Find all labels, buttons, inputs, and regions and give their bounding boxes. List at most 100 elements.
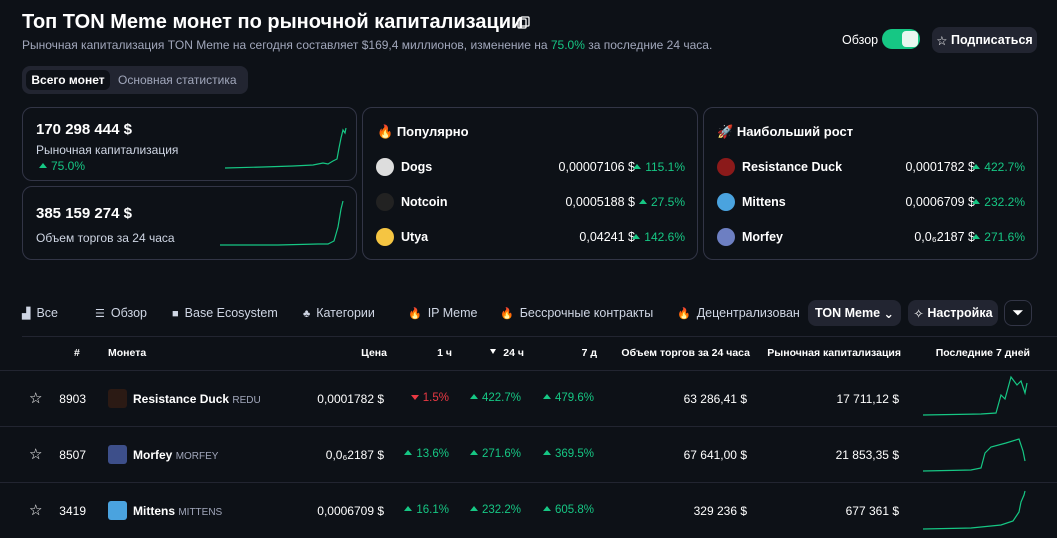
sparkline-path: [922, 375, 1028, 416]
change-7d: 605.8%: [543, 504, 594, 516]
coin-icon: [376, 193, 394, 211]
filter-tab[interactable]: ☰ Обзор: [95, 306, 147, 320]
tab-bar: Всего монет Основная статистика: [22, 66, 248, 94]
coin-name[interactable]: Utya: [401, 230, 429, 244]
column-header: #: [74, 347, 80, 359]
coin-price: 0,0006709 $: [905, 195, 975, 209]
subtitle: Рыночная капитализация TON Meme на сегод…: [22, 38, 712, 52]
coin-cell[interactable]: Resistance Duck REDU: [133, 392, 261, 406]
subtitle-text: за последние 24 часа.: [588, 38, 713, 52]
tab[interactable]: Основная статистика: [118, 73, 237, 87]
rank: 8903: [59, 392, 86, 406]
subscribe-label: Подписаться: [950, 33, 1033, 47]
coin-name: Morfey: [133, 448, 173, 462]
gainers-card: 🚀 Наибольший рост Resistance Duck 0,00017…: [703, 107, 1038, 260]
coin-price: 0,0₆2187 $: [914, 230, 975, 244]
filter-tab[interactable]: ♣ Категории: [303, 306, 375, 320]
filter-tab[interactable]: 🔥 Децентрализовани: [677, 306, 799, 320]
filter-label: Бессрочные контракты: [519, 306, 654, 320]
tab[interactable]: Всего монет: [26, 70, 110, 90]
sparkline: [922, 490, 1026, 530]
filter-tab[interactable]: ▟ Все: [22, 306, 59, 320]
column-header: Монета: [108, 347, 147, 359]
filter-tab[interactable]: 🔥 IP Meme: [408, 306, 478, 320]
filter-label: Base Ecosystem: [184, 306, 278, 320]
coin-cell[interactable]: Mittens MITTENS: [133, 504, 222, 518]
page-title: Топ TON Meme монет по рыночной капитализ…: [22, 11, 524, 33]
volume-label: Объем торгов за 24 часа: [36, 231, 175, 245]
filter-button[interactable]: ⏷: [1004, 300, 1032, 326]
coin-icon: [717, 193, 735, 211]
change-7d: 369.5%: [543, 448, 594, 460]
market-cap-value: 170 298 444 $: [36, 121, 132, 138]
market-cap-card: 170 298 444 $ Рыночная капитализация 75.…: [22, 107, 357, 181]
change-1h: 16.1%: [404, 504, 449, 516]
market-cap: 17 711,12 $: [836, 392, 899, 406]
filter-label: Обзор: [110, 306, 147, 320]
market-cap: 677 361 $: [845, 504, 899, 518]
settings-button[interactable]: ✧ Настройка: [908, 300, 998, 326]
coin-icon: [717, 158, 735, 176]
coin-change: 271.6%: [972, 230, 1025, 244]
column-header: 7 д: [581, 347, 597, 359]
coin-change: 422.7%: [972, 160, 1025, 174]
coin-name: Mittens: [133, 504, 175, 518]
filter-tab[interactable]: ■ Base Ecosystem: [172, 306, 278, 320]
star-icon[interactable]: ☆: [29, 446, 43, 463]
column-header: 1 ч: [437, 347, 452, 359]
subtitle-text: Рыночная капитализация TON Meme на сегод…: [22, 38, 548, 52]
sparkline: [220, 200, 344, 246]
star-icon[interactable]: ☆: [29, 502, 43, 519]
coin-change: 27.5%: [639, 195, 685, 209]
filter-label: IP Meme: [427, 306, 478, 320]
coin-name[interactable]: Dogs: [401, 160, 433, 174]
price: 0,0001782 $: [317, 392, 384, 406]
copy-icon[interactable]: [517, 16, 530, 29]
filter-bar: ▟ Все ☰ Обзор ■ Base Ecosystem ♣ Категории 🔥 IP M…: [0, 300, 1057, 328]
table: # Монета Цена 1 ч 24 ч 7 д Объем торгов за 24 …: [0, 336, 1057, 537]
coin-icon: [108, 501, 127, 520]
coin-name[interactable]: Notcoin: [401, 195, 448, 209]
coin-symbol: MORFEY: [175, 451, 219, 462]
subscribe-button[interactable]: ☆ Подписаться: [932, 27, 1037, 53]
coin-price: 0,00007106 $: [558, 160, 635, 174]
change-7d: 479.6%: [543, 392, 594, 404]
price: 0,0006709 $: [317, 504, 384, 518]
card-title: Популярно: [396, 124, 469, 139]
price: 0,0₆2187 $: [325, 448, 384, 462]
overview-toggle[interactable]: [882, 29, 920, 49]
filter-tab[interactable]: 🔥 Бессрочные контракты: [500, 306, 654, 320]
card-title: Наибольший рост: [736, 124, 854, 139]
dropdown[interactable]: TON Meme ⌄: [808, 300, 901, 326]
settings-label: Настройка: [927, 306, 993, 320]
popular-card: 🔥 Популярно Dogs 0,00007106 $115.1% Notcoi…: [362, 107, 698, 260]
coin-name[interactable]: Morfey: [742, 230, 783, 244]
sparkline: [922, 375, 1028, 416]
coin-name[interactable]: Resistance Duck: [742, 160, 843, 174]
filter-label: Все: [36, 306, 59, 320]
market-cap: 21 853,35 $: [835, 448, 899, 462]
table-row: [0, 426, 1057, 482]
column-header: Последние 7 дней: [935, 347, 1030, 359]
volume: 63 286,41 $: [683, 392, 747, 406]
coin-price: 0,0005188 $: [565, 195, 635, 209]
filter-label: Категории: [316, 306, 375, 320]
column-header: Цена: [361, 347, 387, 359]
divider: [22, 336, 1057, 337]
coin-symbol: REDU: [232, 395, 261, 406]
overview-label: Обзор: [842, 33, 879, 47]
subtitle-change: 75.0%: [550, 38, 585, 52]
sparkline-path: [922, 490, 1026, 530]
coin-name[interactable]: Mittens: [742, 195, 786, 209]
sparkline: [922, 438, 1026, 472]
column-header: 24 ч: [503, 347, 524, 359]
change-1h: 13.6%: [404, 448, 449, 460]
star-icon[interactable]: ☆: [29, 390, 43, 407]
sparkline-path: [922, 438, 1026, 472]
coin-change: 115.1%: [633, 160, 685, 174]
volume-card: 385 159 274 $ Объем торгов за 24 часа: [22, 186, 357, 260]
coin-change: 142.6%: [632, 230, 685, 244]
coin-cell[interactable]: Morfey MORFEY: [133, 448, 218, 462]
change-24h: 422.7%: [470, 392, 521, 404]
